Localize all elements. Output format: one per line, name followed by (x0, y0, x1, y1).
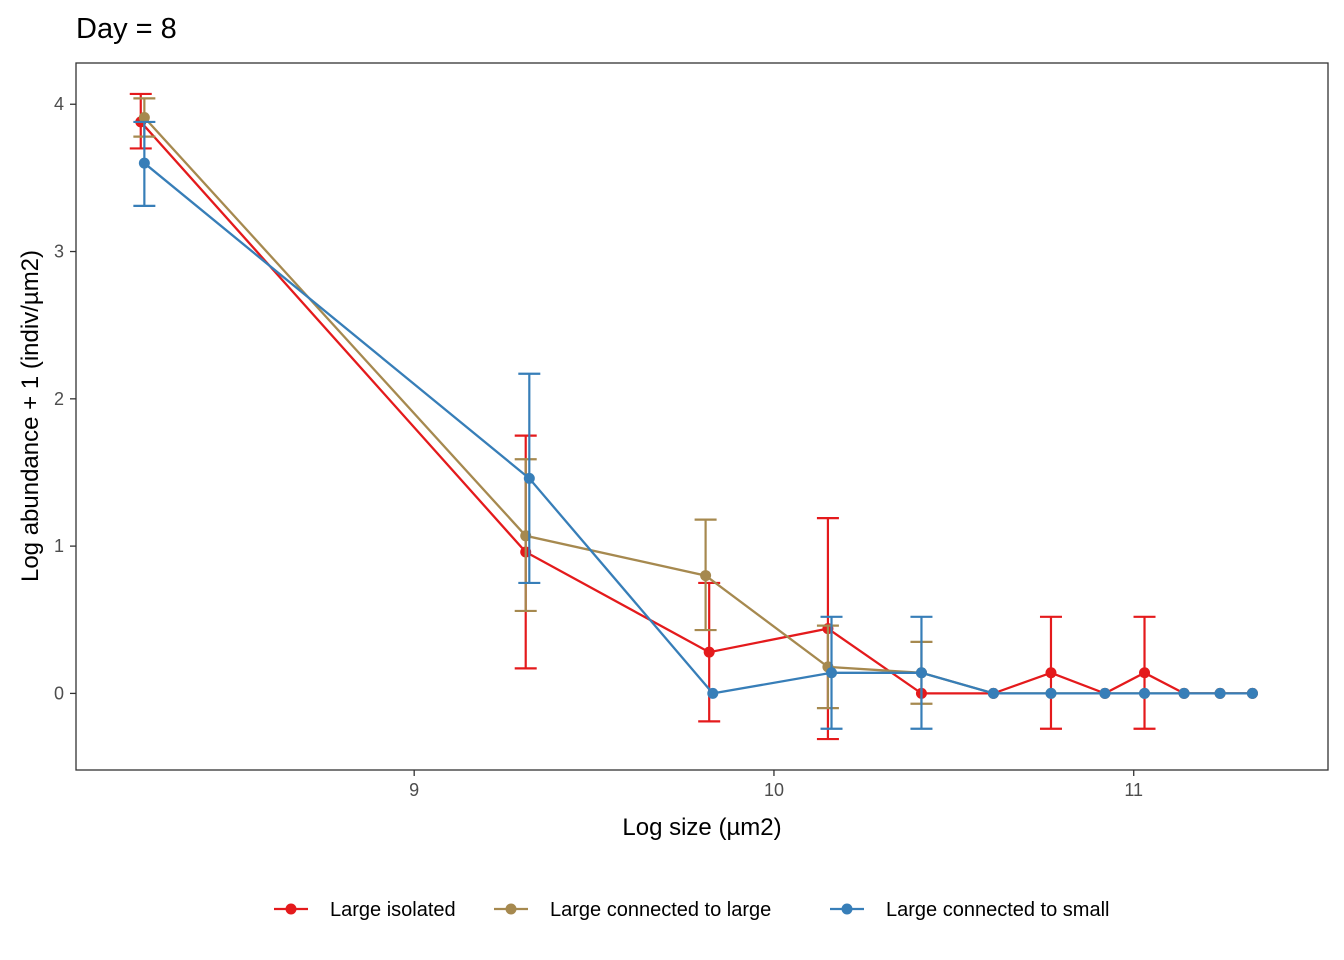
data-point (700, 570, 712, 582)
data-point (915, 667, 927, 679)
series-line (143, 162, 1253, 695)
data-point (1214, 687, 1226, 699)
data-point (1099, 687, 1111, 699)
legend-label: Large connected to small (886, 899, 1109, 921)
chart-title: Day = 8 (76, 13, 177, 45)
data-point (703, 646, 715, 658)
legend-item: Large isolated (274, 899, 456, 921)
series-layer (129, 92, 1258, 741)
y-tick-label: 4 (54, 94, 64, 114)
series-2 (133, 120, 1258, 730)
data-point (826, 667, 838, 679)
y-tick-label: 2 (54, 389, 64, 409)
legend: Large isolated Large connected to large La… (274, 899, 1109, 921)
data-point (1139, 667, 1151, 679)
data-point (138, 157, 150, 169)
y-tick-label: 3 (54, 242, 64, 262)
x-tick-label: 10 (764, 780, 784, 800)
data-point (1178, 687, 1190, 699)
legend-label: Large isolated (330, 899, 456, 921)
data-point (138, 111, 150, 123)
data-point (1139, 687, 1151, 699)
legend-item: Large connected to small (830, 899, 1109, 921)
data-point (1246, 687, 1258, 699)
data-point (987, 687, 999, 699)
data-point (523, 472, 535, 484)
axis-ticks: 9 10 11 0 1 2 3 4 (54, 94, 1143, 800)
x-tick-label: 9 (409, 780, 419, 800)
y-tick-label: 1 (54, 536, 64, 556)
data-point (1045, 667, 1057, 679)
legend-key-point (285, 903, 297, 915)
y-axis-title: Log abundance + 1 (indiv/µm2) (17, 250, 44, 582)
legend-key-point (841, 903, 853, 915)
data-point (707, 687, 719, 699)
legend-key-point (505, 903, 517, 915)
y-tick-label: 0 (54, 683, 64, 703)
legend-label: Large connected to large (550, 899, 771, 921)
plot-panel (75, 62, 1329, 771)
legend-item: Large connected to large (494, 899, 771, 921)
x-tick-label: 11 (1124, 780, 1143, 800)
x-axis-title: Log size (µm2) (622, 814, 781, 841)
data-point (1045, 687, 1057, 699)
